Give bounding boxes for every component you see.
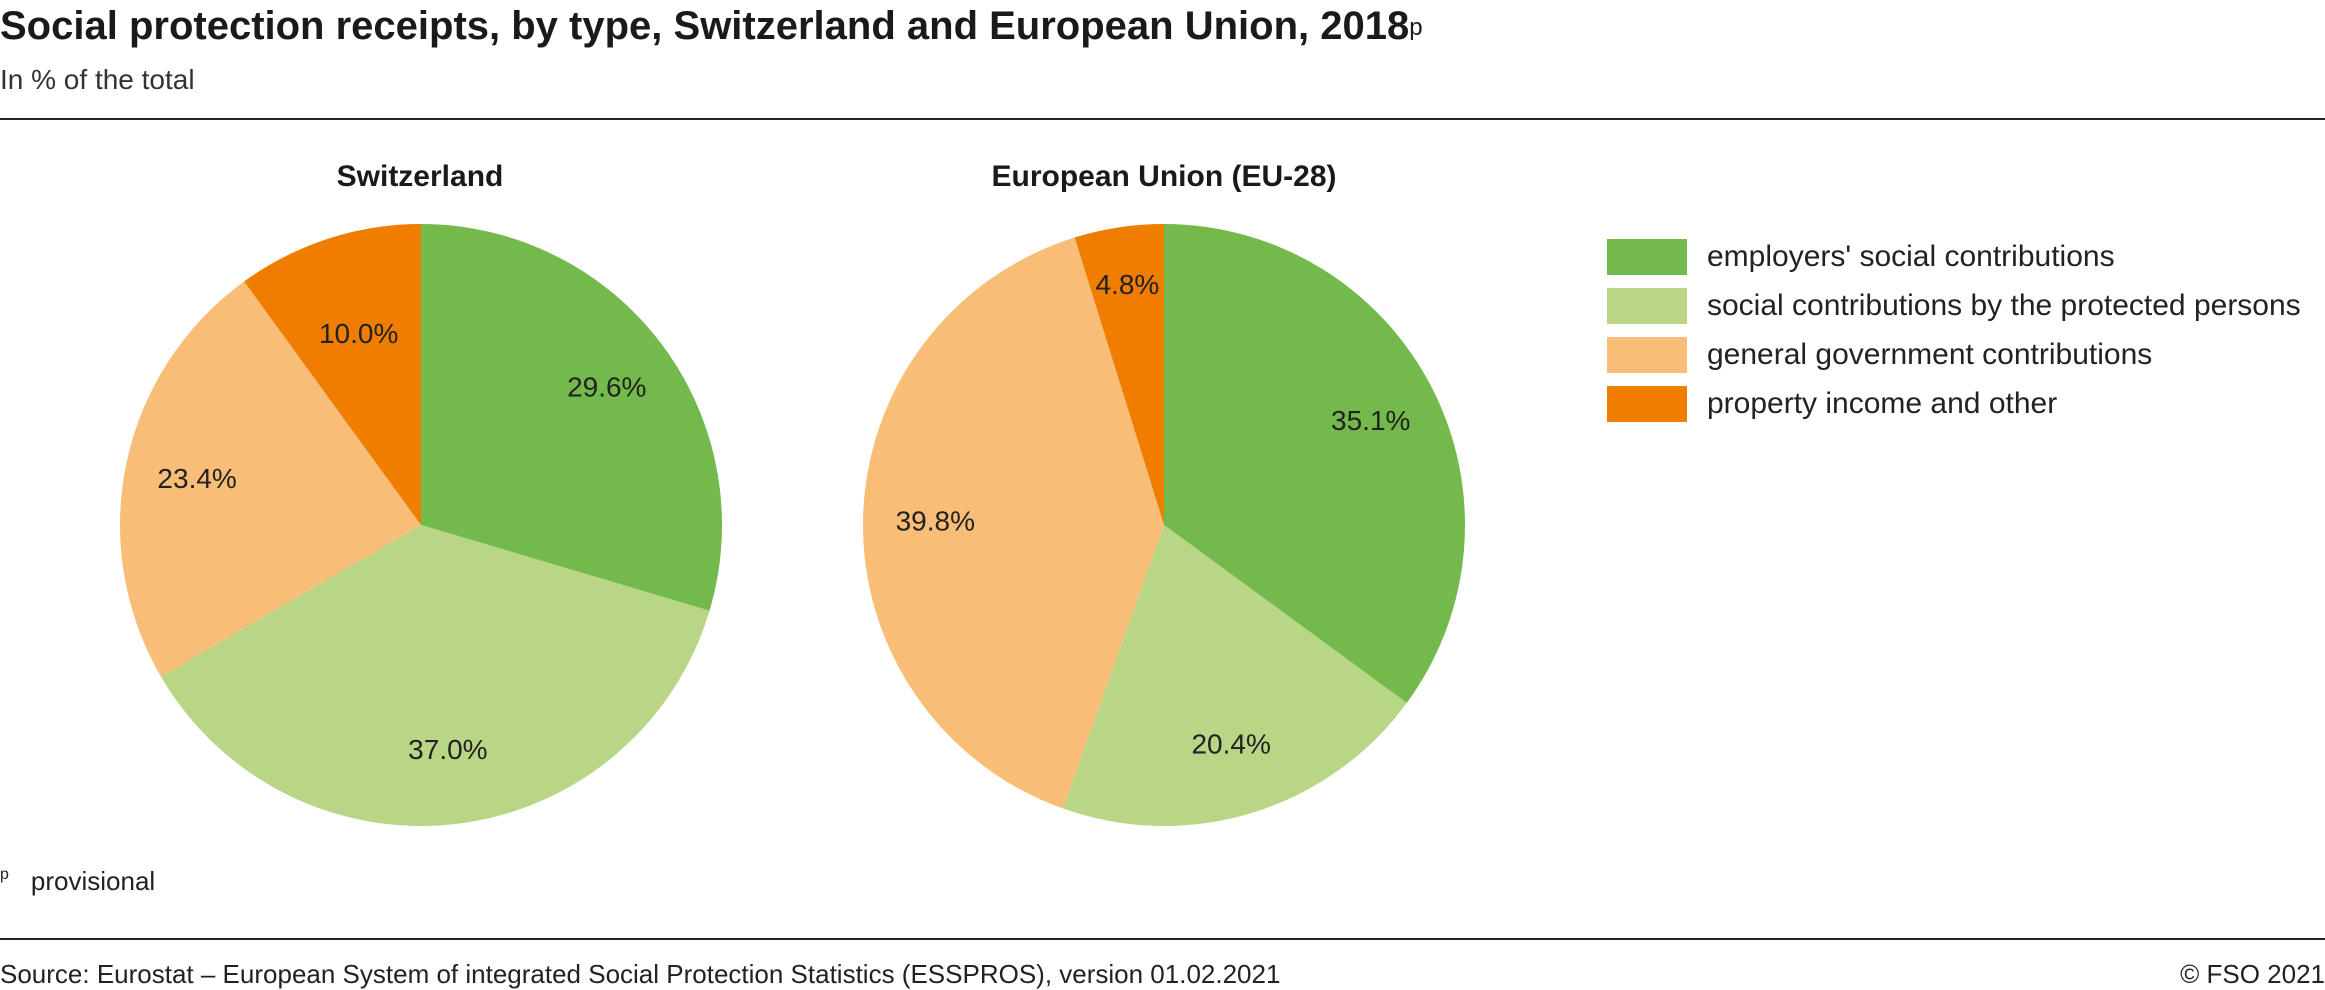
pie-slice-employers <box>421 224 722 611</box>
legend-item-property: property income and other <box>1607 379 2301 428</box>
legend-swatch <box>1607 336 1687 373</box>
legend-swatch <box>1607 238 1687 275</box>
top-divider <box>0 118 2325 120</box>
pie-charts: 29.6% 37.0% 23.4% 10.0% 35.1% 20.4% 39.8% 4.8% <box>120 224 1465 826</box>
legend-item-protected: social contributions by the protected pe… <box>1607 281 2301 330</box>
legend-swatch <box>1607 385 1687 422</box>
data-label-employers: 29.6% <box>567 371 646 402</box>
legend-label: employers' social contributions <box>1707 239 2115 273</box>
legend-item-employers: employers' social contributions <box>1607 232 2301 281</box>
pie-title-switzerland: Switzerland <box>336 160 504 193</box>
legend-label: general government contributions <box>1707 337 2153 371</box>
data-label-government: 23.4% <box>157 463 236 494</box>
pie-slice-protected <box>160 525 710 826</box>
data-label-property: 10.0% <box>319 318 398 349</box>
pie-title-eu: European Union (EU-28) <box>991 160 1337 193</box>
pie-slice-government <box>863 237 1164 809</box>
pie-slice-property <box>1074 224 1164 525</box>
legend-item-government: general government contributions <box>1607 330 2301 379</box>
pie-slice-protected <box>1063 525 1407 826</box>
pie-slice-property <box>244 224 421 525</box>
data-label-property: 4.8% <box>1095 269 1159 300</box>
chart-subtitle: In % of the total <box>0 64 195 95</box>
legend-label: property income and other <box>1707 386 2058 420</box>
footnote: p provisional <box>0 866 155 897</box>
footnote-mark: p <box>0 866 9 883</box>
bottom-divider <box>0 938 2325 940</box>
pie-slice-employers <box>1164 224 1465 703</box>
data-label-employers: 35.1% <box>1331 405 1410 436</box>
legend: employers' social contributions social c… <box>1607 232 2301 428</box>
data-label-protected: 20.4% <box>1191 729 1270 760</box>
legend-label: social contributions by the protected pe… <box>1707 288 2301 322</box>
data-label-protected: 37.0% <box>408 734 487 765</box>
footnote-text: provisional <box>30 866 156 896</box>
title-text: Social protection receipts, by type, Swi… <box>0 4 1410 48</box>
data-label-government: 39.8% <box>896 505 975 536</box>
copyright: © FSO 2021 <box>2180 959 2325 989</box>
legend-swatch <box>1607 287 1687 324</box>
chart-title: Social protection receipts, by type, Swi… <box>0 0 1423 52</box>
pie-slice-government <box>120 281 421 677</box>
source-note: Source: Eurostat – European System of in… <box>0 959 1281 989</box>
title-superscript: p <box>1409 14 1423 41</box>
